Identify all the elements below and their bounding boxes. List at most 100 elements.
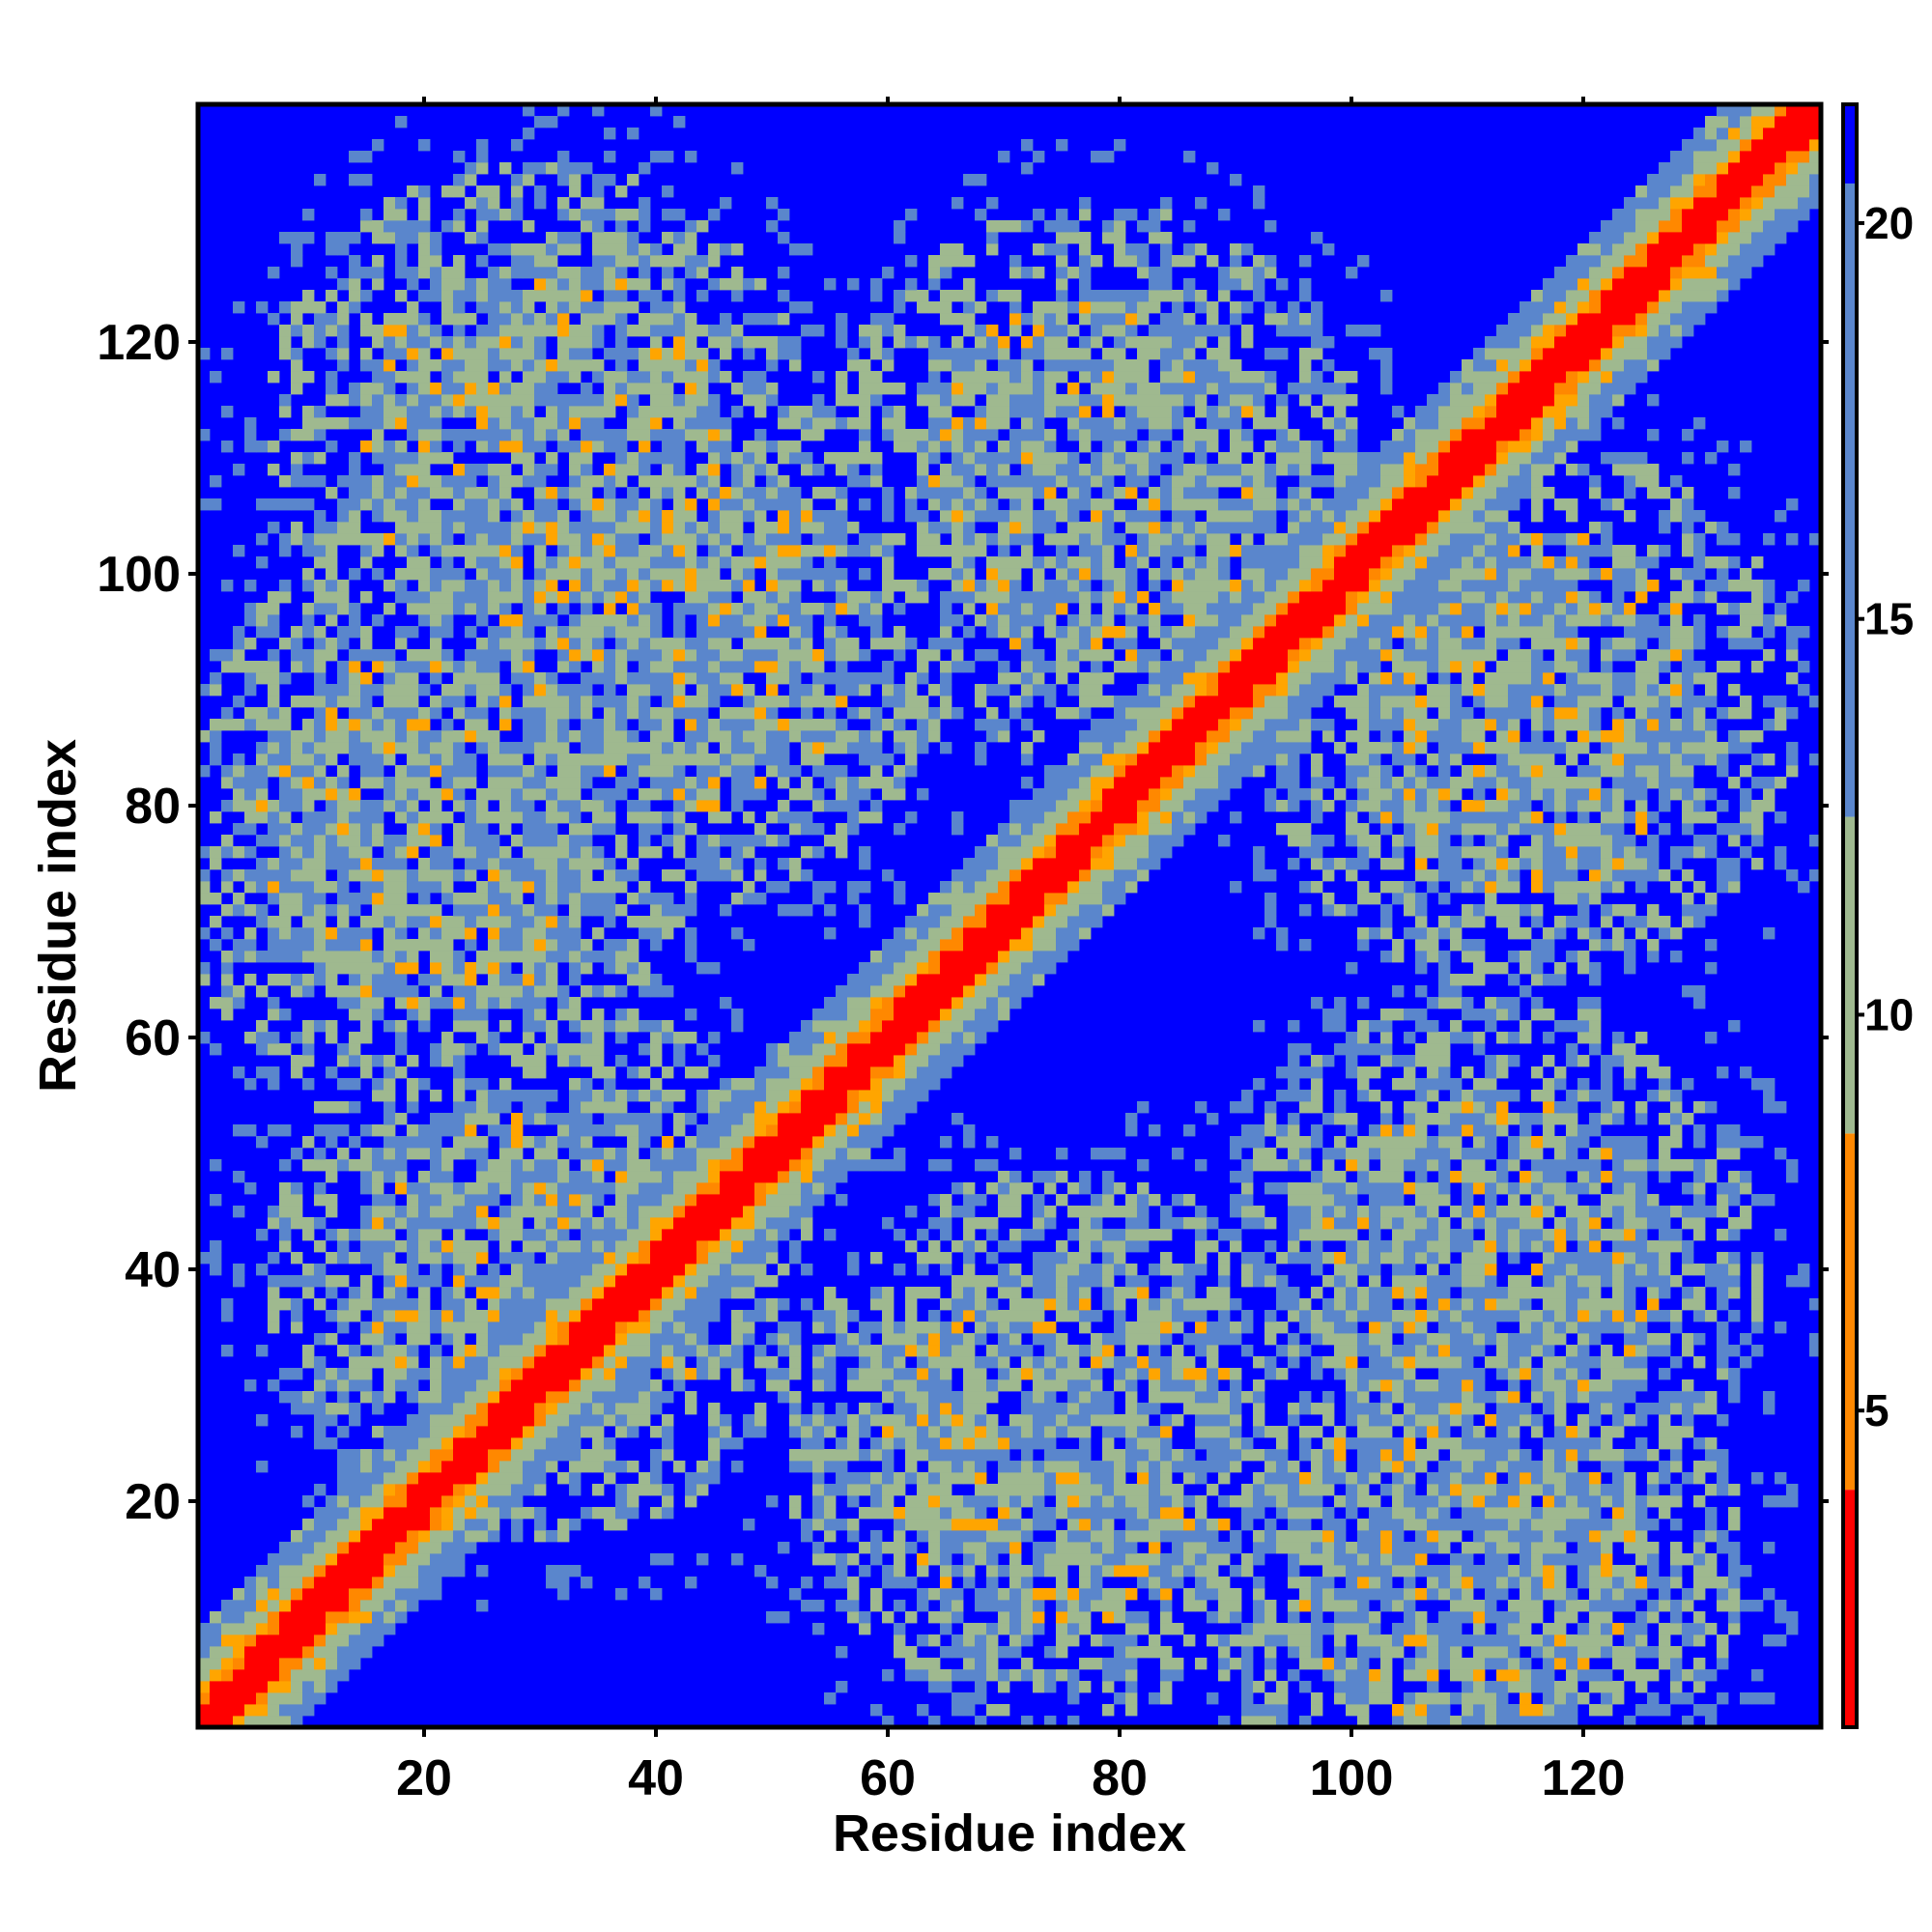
- heatmap-cell: [534, 1484, 547, 1496]
- heatmap-cell: [476, 278, 489, 291]
- heatmap-cell: [337, 475, 350, 488]
- heatmap-cell: [639, 545, 651, 557]
- heatmap-cell: [592, 1379, 605, 1392]
- heatmap-cell: [407, 1078, 419, 1091]
- heatmap-cell: [349, 1159, 361, 1172]
- heatmap-cell: [488, 440, 500, 453]
- heatmap-cell: [337, 1623, 350, 1635]
- heatmap-cell: [372, 1055, 384, 1067]
- heatmap-cell: [662, 383, 674, 395]
- heatmap-cell: [650, 545, 663, 557]
- heatmap-cell: [859, 1333, 871, 1346]
- heatmap-cell: [372, 742, 384, 754]
- heatmap-cell: [384, 1437, 396, 1450]
- heatmap-cell: [407, 904, 419, 917]
- heatmap-cell: [534, 498, 547, 511]
- heatmap-cell: [221, 719, 234, 731]
- heatmap-cell: [534, 1437, 547, 1450]
- heatmap-cell: [337, 765, 350, 778]
- heatmap-cell: [430, 1484, 442, 1496]
- heatmap-cell: [615, 580, 628, 592]
- heatmap-cell: [499, 1310, 512, 1322]
- heatmap-cell: [673, 232, 686, 244]
- heatmap-cell: [407, 1577, 419, 1589]
- heatmap-cell: [488, 1507, 500, 1520]
- heatmap-cell: [639, 1090, 651, 1102]
- heatmap-cell: [592, 475, 605, 488]
- heatmap-cell: [581, 545, 593, 557]
- heatmap-cell: [384, 220, 396, 233]
- heatmap-cell: [615, 1009, 628, 1021]
- heatmap-cell: [511, 881, 524, 894]
- heatmap-cell: [662, 985, 674, 998]
- heatmap-cell: [407, 556, 419, 569]
- heatmap-cell: [407, 1090, 419, 1102]
- heatmap-cell: [592, 1484, 605, 1496]
- heatmap-cell: [592, 580, 605, 592]
- heatmap-cell: [789, 672, 802, 685]
- heatmap-cell: [743, 1414, 755, 1427]
- heatmap-cell: [592, 429, 605, 441]
- heatmap-cell: [696, 1333, 709, 1346]
- heatmap-cell: [291, 626, 303, 639]
- heatmap-cell: [905, 429, 918, 441]
- heatmap-cell: [604, 232, 616, 244]
- heatmap-cell: [268, 800, 280, 812]
- heatmap-cell: [685, 348, 697, 360]
- heatmap-cell: [407, 1310, 419, 1322]
- heatmap-cell: [488, 1484, 500, 1496]
- heatmap-cell: [557, 1240, 570, 1253]
- heatmap-cell: [662, 278, 674, 291]
- heatmap-cell: [708, 394, 721, 407]
- heatmap-cell: [511, 951, 524, 963]
- heatmap-cell: [418, 893, 431, 905]
- heatmap-cell: [708, 440, 721, 453]
- heatmap-cell: [604, 406, 616, 418]
- heatmap-cell: [372, 1461, 384, 1473]
- heatmap-cell: [789, 1495, 802, 1508]
- heatmap-cell: [221, 1345, 234, 1357]
- heatmap-cell: [453, 1449, 466, 1462]
- heatmap-cell: [256, 1658, 269, 1670]
- heatmap-cell: [754, 614, 767, 627]
- heatmap-cell: [244, 707, 257, 720]
- heatmap-cell: [453, 394, 466, 407]
- heatmap-cell: [836, 603, 848, 615]
- heatmap-cell: [905, 1495, 918, 1508]
- heatmap-cell: [268, 1658, 280, 1670]
- heatmap-cell: [708, 962, 721, 975]
- heatmap-cell: [615, 951, 628, 963]
- heatmap-cell: [650, 104, 663, 117]
- heatmap-cell: [801, 1148, 813, 1160]
- heatmap-cell: [859, 1542, 871, 1554]
- heatmap-cell: [894, 649, 906, 662]
- heatmap-cell: [221, 881, 234, 894]
- heatmap-cell: [801, 1159, 813, 1172]
- heatmap-cell: [511, 313, 524, 326]
- heatmap-cell: [546, 974, 558, 986]
- heatmap-cell: [754, 1078, 767, 1091]
- heatmap-cell: [778, 568, 790, 581]
- heatmap-cell: [314, 939, 327, 952]
- heatmap-cell: [210, 649, 222, 662]
- heatmap-cell: [499, 823, 512, 836]
- heatmap-cell: [754, 1171, 767, 1183]
- heatmap-cell: [302, 777, 315, 789]
- heatmap-cell: [511, 139, 524, 152]
- heatmap-cell: [198, 429, 211, 441]
- heatmap-cell: [291, 522, 303, 534]
- heatmap-cell: [360, 939, 373, 952]
- heatmap-cell: [244, 1600, 257, 1612]
- heatmap-cell: [372, 1090, 384, 1102]
- heatmap-cell: [198, 1623, 211, 1635]
- heatmap-cell: [279, 788, 292, 801]
- heatmap-cell: [198, 1704, 211, 1717]
- heatmap-cell: [546, 232, 558, 244]
- heatmap-cell: [650, 904, 663, 917]
- heatmap-cell: [569, 753, 582, 766]
- heatmap-cell: [302, 649, 315, 662]
- heatmap-cell: [569, 765, 582, 778]
- heatmap-cell: [418, 1461, 431, 1473]
- heatmap-cell: [627, 1403, 639, 1415]
- heatmap-cell: [499, 707, 512, 720]
